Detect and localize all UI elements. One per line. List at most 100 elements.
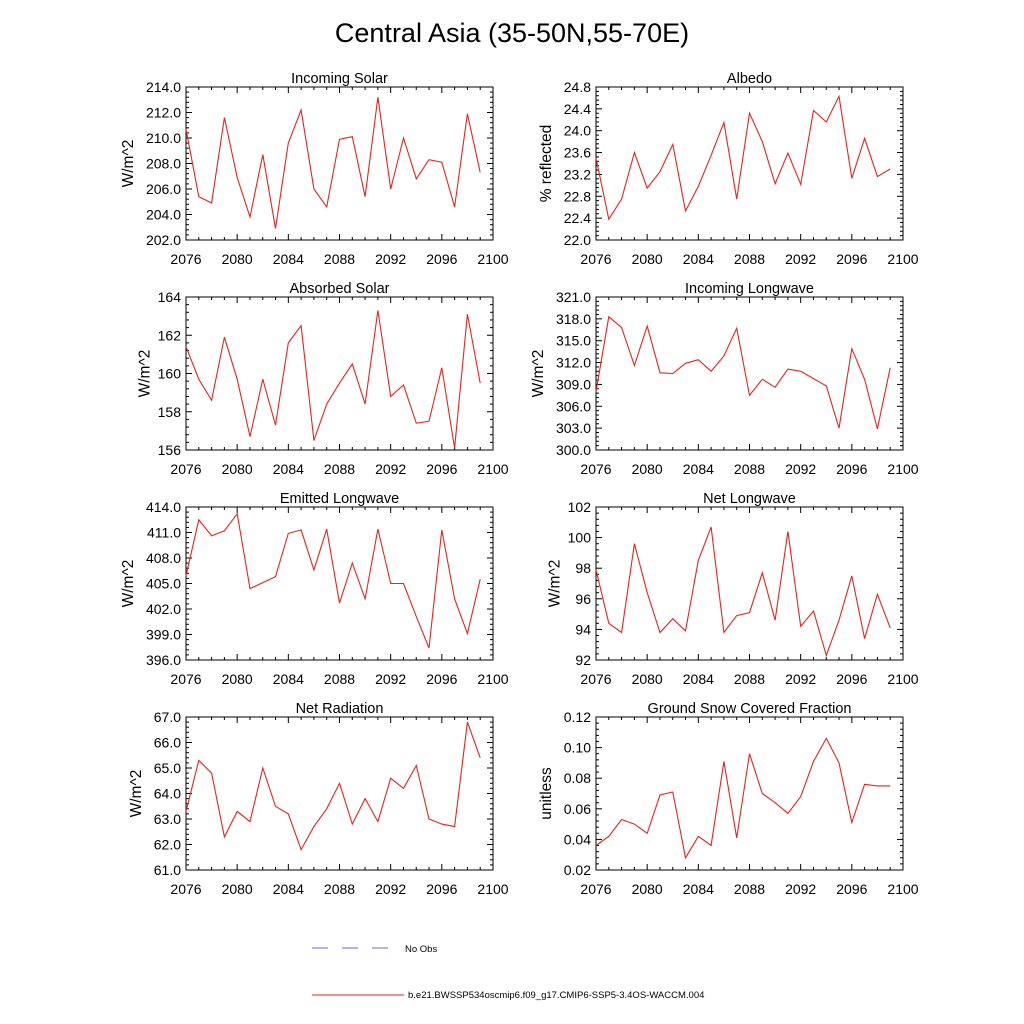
panel-net-longwave: 2076 2080 2084 2088 2092 2096 2100 92 94 96 98 100 1… xyxy=(546,491,918,687)
data-point xyxy=(454,826,455,827)
data-point xyxy=(313,569,314,570)
data-point xyxy=(890,367,891,368)
y-axis-label: W/m^2 xyxy=(128,770,145,818)
data-point xyxy=(800,796,801,797)
x-tick-label: 2092 xyxy=(785,881,816,897)
data-point xyxy=(416,178,417,179)
x-tick-label: 2084 xyxy=(273,251,304,267)
y-tick-label: 92 xyxy=(575,652,591,668)
data-point xyxy=(659,372,660,373)
data-point xyxy=(326,808,327,809)
y-axis-label: W/m^2 xyxy=(120,140,137,188)
data-point xyxy=(800,371,801,372)
data-point xyxy=(403,137,404,138)
data-point xyxy=(864,784,865,785)
data-point xyxy=(390,396,391,397)
y-tick-label: 158 xyxy=(158,404,182,420)
data-point xyxy=(595,569,596,570)
data-point xyxy=(685,363,686,364)
y-tick-label: 24.8 xyxy=(564,79,591,95)
data-point xyxy=(698,359,699,360)
data-point xyxy=(237,811,238,812)
data-point xyxy=(736,837,737,838)
x-tick-label: 2088 xyxy=(734,671,765,687)
data-point xyxy=(826,121,827,122)
data-point xyxy=(864,638,865,639)
x-tick-label: 2092 xyxy=(785,251,816,267)
data-point xyxy=(211,202,212,203)
data-point xyxy=(634,365,635,366)
data-point xyxy=(787,531,788,532)
x-tick-label: 2096 xyxy=(836,671,867,687)
y-tick-label: 100 xyxy=(568,530,592,546)
x-tick-label: 2088 xyxy=(324,461,355,477)
data-point xyxy=(480,579,481,580)
x-tick-label: 2092 xyxy=(375,881,406,897)
panel-absorbed-solar: 2076 2080 2084 2088 2092 2096 2100 156 158 160 162… xyxy=(136,281,508,477)
data-point xyxy=(288,533,289,534)
x-tick-label: 2096 xyxy=(836,461,867,477)
data-point xyxy=(864,138,865,139)
x-tick-label: 2092 xyxy=(375,251,406,267)
data-point xyxy=(428,818,429,819)
data-point xyxy=(467,314,468,315)
data-point xyxy=(377,529,378,530)
data-point xyxy=(480,172,481,173)
x-tick-label: 2080 xyxy=(222,671,253,687)
data-point xyxy=(480,757,481,758)
data-point xyxy=(454,447,455,448)
data-point xyxy=(787,153,788,154)
y-tick-label: 214.0 xyxy=(146,79,181,95)
data-point xyxy=(864,379,865,380)
data-point xyxy=(762,379,763,380)
data-point xyxy=(454,206,455,207)
y-tick-label: 22.8 xyxy=(564,188,591,204)
x-tick-label: 2084 xyxy=(273,881,304,897)
data-point xyxy=(428,648,429,649)
data-point xyxy=(185,811,186,812)
data-point xyxy=(352,824,353,825)
data-point xyxy=(647,592,648,593)
data-point xyxy=(762,793,763,794)
x-tick-label: 2088 xyxy=(324,251,355,267)
data-point xyxy=(838,428,839,429)
y-tick-label: 64.0 xyxy=(154,786,181,802)
data-point xyxy=(224,530,225,531)
series-line xyxy=(185,721,481,851)
data-point xyxy=(890,168,891,169)
x-tick-label: 2092 xyxy=(375,671,406,687)
data-point xyxy=(211,773,212,774)
data-point xyxy=(441,529,442,530)
data-point xyxy=(262,154,263,155)
figure-title: Central Asia (35-50N,55-70E) xyxy=(335,18,689,48)
data-point xyxy=(185,346,186,347)
data-point xyxy=(416,765,417,766)
data-point xyxy=(813,610,814,611)
x-tick-label: 2076 xyxy=(170,251,201,267)
data-point xyxy=(711,526,712,527)
data-point xyxy=(851,822,852,823)
data-point xyxy=(877,594,878,595)
data-point xyxy=(441,162,442,163)
data-point xyxy=(698,560,699,561)
panel-emitted-longwave: 2076 2080 2084 2088 2092 2096 2100 396.0 399.0 40… xyxy=(120,491,509,687)
data-point xyxy=(301,849,302,850)
x-tick-label: 2084 xyxy=(273,671,304,687)
x-tick-label: 2088 xyxy=(734,461,765,477)
y-tick-label: 411.0 xyxy=(147,525,181,541)
x-tick-label: 2100 xyxy=(477,461,508,477)
panel-albedo: 2076 2080 2084 2088 2092 2096 2100 22.0 22.4 22.8… xyxy=(538,71,919,267)
y-tick-label: 0.10 xyxy=(564,740,591,756)
panel-incoming-solar: 2076 2080 2084 2088 2092 2096 2100 202.0 204.0 20… xyxy=(120,71,509,267)
data-point xyxy=(826,655,827,656)
data-point xyxy=(377,821,378,822)
x-tick-label: 2092 xyxy=(785,671,816,687)
data-point xyxy=(749,753,750,754)
data-point xyxy=(288,813,289,814)
data-point xyxy=(275,806,276,807)
y-tick-label: 318.0 xyxy=(556,311,591,327)
data-point xyxy=(749,395,750,396)
x-tick-label: 2096 xyxy=(426,251,457,267)
data-point xyxy=(249,588,250,589)
